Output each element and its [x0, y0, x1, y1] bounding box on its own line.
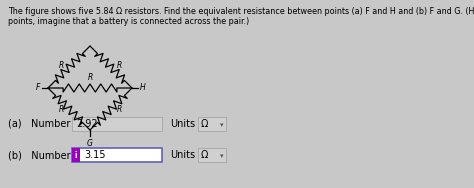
- Text: Units: Units: [170, 119, 195, 129]
- Text: 3.15: 3.15: [84, 150, 106, 160]
- Bar: [72, 117, 162, 131]
- Bar: [198, 148, 226, 162]
- Text: H: H: [140, 83, 146, 92]
- Text: R: R: [117, 61, 122, 70]
- Text: 2.92: 2.92: [76, 119, 98, 129]
- Text: (b)   Number: (b) Number: [8, 150, 71, 160]
- Text: ▾: ▾: [220, 153, 224, 159]
- Text: R: R: [58, 105, 64, 114]
- Text: Ω: Ω: [201, 150, 209, 160]
- Text: R: R: [58, 61, 64, 70]
- Text: Ω: Ω: [201, 119, 209, 129]
- Text: R: R: [117, 105, 122, 114]
- Bar: [72, 148, 80, 162]
- Text: i: i: [75, 151, 77, 159]
- Text: ▾: ▾: [220, 122, 224, 128]
- Text: G: G: [87, 139, 93, 148]
- Bar: [72, 148, 162, 162]
- Text: points, imagine that a battery is connected across the pair.): points, imagine that a battery is connec…: [8, 17, 249, 26]
- Text: The figure shows five 5.84 Ω resistors. Find the equivalent resistance between p: The figure shows five 5.84 Ω resistors. …: [8, 7, 474, 16]
- Text: Units: Units: [170, 150, 195, 160]
- Text: R: R: [87, 74, 92, 83]
- Bar: [198, 117, 226, 131]
- Text: F: F: [36, 83, 40, 92]
- Text: (a)   Number: (a) Number: [8, 119, 70, 129]
